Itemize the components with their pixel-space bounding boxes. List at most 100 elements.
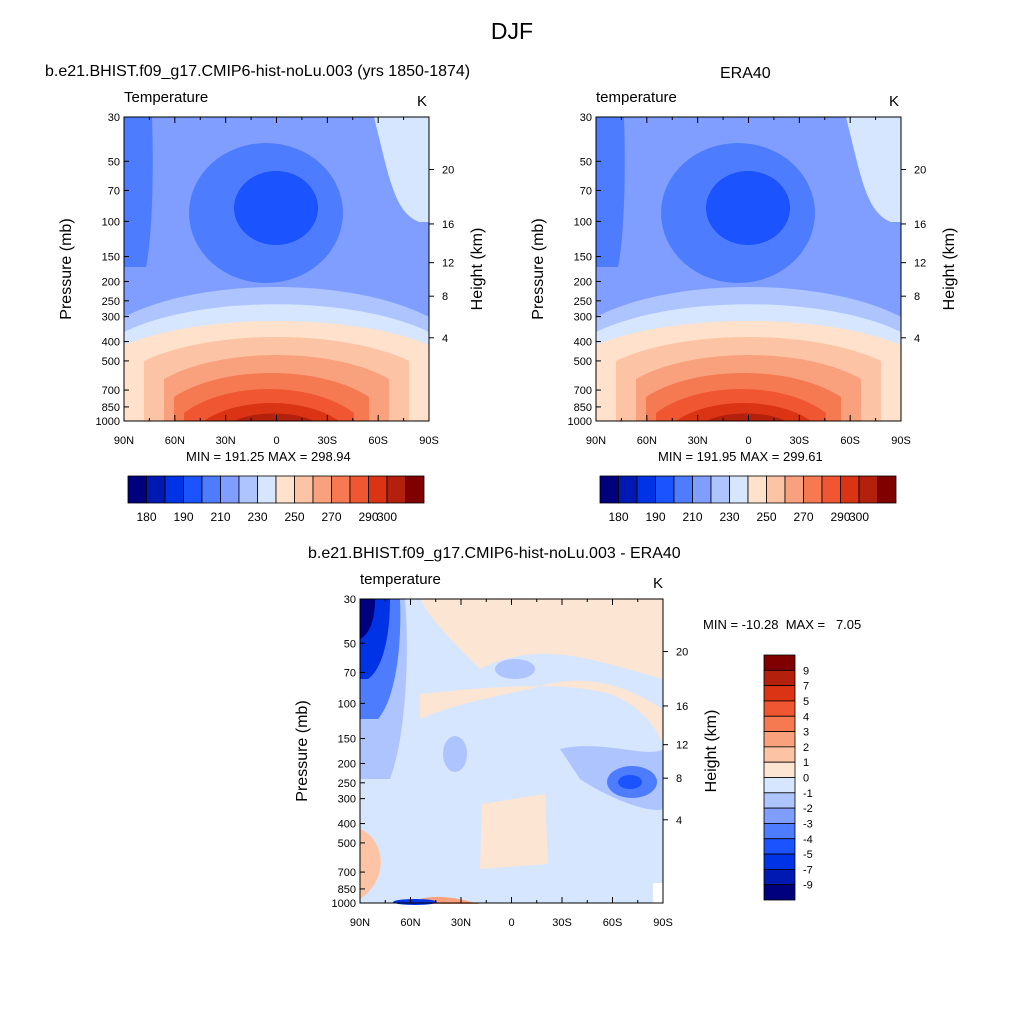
panel1-xtick-label: 0 (273, 435, 279, 447)
panel2-ytick-label: 150 (574, 252, 592, 264)
colorbar-label: 270 (321, 510, 341, 524)
panel2-ylabel-right: Height (km) (941, 228, 958, 311)
colorbar-box (692, 475, 712, 504)
contour-fill (124, 117, 153, 267)
colorbar-label: 2 (803, 742, 809, 754)
colorbar-box (275, 475, 295, 504)
panel3-ytick-right-label: 8 (676, 773, 682, 785)
colorbar-label: 180 (136, 510, 156, 524)
panel1-ytick-label: 70 (108, 185, 120, 197)
panel1-units: K (417, 93, 428, 110)
colorbar-box (349, 475, 369, 504)
panel3-ytick-right-label: 20 (676, 647, 688, 659)
colorbar-label: 3 (803, 727, 809, 739)
colorbar-box (655, 475, 675, 504)
panel2-ytick-label: 700 (574, 385, 592, 397)
colorbar-box (618, 475, 638, 504)
panel2-units: K (889, 93, 900, 110)
panel3-contours (360, 599, 663, 905)
contour-fill (204, 403, 339, 421)
contour-fill (676, 403, 811, 421)
colorbar-box (763, 884, 796, 901)
panel2-xtick-label: 0 (745, 435, 751, 447)
colorbar-label: 210 (682, 510, 702, 524)
colorbar-box (763, 868, 796, 886)
panel2-ytick-label: 30 (580, 112, 592, 124)
colorbar-box (312, 475, 332, 504)
panel1-left-string: Temperature (124, 89, 209, 106)
colorbar-label: 290 (358, 510, 378, 524)
contour-fill (360, 599, 375, 639)
contour-fill (420, 599, 663, 679)
colorbar-box (201, 475, 221, 504)
colorbar-box (220, 475, 240, 504)
colorbar-label: -1 (803, 788, 813, 800)
colorbar-box (636, 475, 656, 504)
panel2-ytick-label: 250 (574, 296, 592, 308)
contour-fill (443, 736, 467, 772)
panel2-ytick-right-label: 12 (914, 258, 926, 270)
panel2-left-string: temperature (596, 89, 677, 106)
colorbar-label: 230 (247, 510, 267, 524)
panel3-axes (359, 598, 668, 904)
colorbar-label: 270 (793, 510, 813, 524)
panel1-ytick-label: 200 (102, 276, 120, 288)
panel3-ytick-label: 200 (338, 758, 356, 770)
colorbar-box (803, 475, 823, 504)
panel3-xtick-label: 30N (451, 917, 471, 929)
panel1-xtick-label: 90S (419, 435, 439, 447)
panel1-ylabel: Pressure (mb) (58, 218, 75, 319)
panel1-ytick-label: 700 (102, 385, 120, 397)
panel3-xtick-label: 90N (350, 917, 370, 929)
colorbar-box (763, 654, 796, 671)
panel2-xtick-label: 30N (688, 435, 708, 447)
colorbar-box (331, 475, 351, 504)
colorbar-box (146, 475, 166, 504)
colorbar-label: -4 (803, 834, 813, 846)
panel3-xtick-label: 60S (603, 917, 623, 929)
panel1-ytick-right-label: 16 (442, 219, 454, 231)
panel3-ytick-label: 100 (338, 698, 356, 710)
colorbar-label: 7 (803, 681, 809, 693)
colorbar-box (877, 475, 897, 504)
colorbar-label: -3 (803, 818, 813, 830)
panel2-ytick-label: 70 (580, 185, 592, 197)
panel3-ytick-label: 250 (338, 778, 356, 790)
colorbar-box (763, 853, 796, 870)
colorbar-label: 4 (803, 711, 809, 723)
colorbar-label: -9 (803, 880, 813, 892)
contour-fill (374, 117, 429, 222)
panel2-colorbar (599, 475, 897, 504)
panel1-contours (124, 117, 429, 421)
panel3-ytick-label: 50 (344, 638, 356, 650)
panel1-ytick-right-label: 4 (442, 333, 448, 345)
colorbar-box (710, 475, 730, 504)
panel2-axes (595, 116, 906, 422)
panel1-ytick-right-label: 20 (442, 165, 454, 177)
panel1-ytick-label: 850 (102, 402, 120, 414)
contour-fill (234, 413, 314, 421)
panel2-title: ERA40 (720, 65, 771, 82)
panel2-ytick-label: 300 (574, 312, 592, 324)
panel3-xtick-label: 90S (653, 917, 673, 929)
colorbar-box (386, 475, 406, 504)
colorbar-label: 5 (803, 696, 809, 708)
colorbar-label: 180 (608, 510, 628, 524)
colorbar-box (821, 475, 841, 504)
panel3-ytick-label: 700 (338, 867, 356, 879)
panel1-title: b.e21.BHIST.f09_g17.CMIP6-hist-noLu.003 … (45, 63, 471, 80)
panel1-ytick-label: 500 (102, 356, 120, 368)
colorbar-box (763, 838, 796, 855)
panel1-min-max: MIN = 191.25 MAX = 298.94 (186, 449, 351, 464)
contour-fill (596, 117, 625, 267)
contour-fill (618, 775, 642, 789)
colorbar-box (766, 475, 786, 504)
panel1-xtick-label: 30N (216, 435, 236, 447)
panel2-ytick-label: 200 (574, 276, 592, 288)
panel3-ytick-label: 500 (338, 838, 356, 850)
contour-fill (393, 899, 437, 905)
panel3-xtick-label: 0 (508, 917, 514, 929)
panel2-ytick-label: 100 (574, 216, 592, 228)
panel3-title: b.e21.BHIST.f09_g17.CMIP6-hist-noLu.003 … (308, 545, 681, 562)
panel3-ytick-label: 70 (344, 667, 356, 679)
